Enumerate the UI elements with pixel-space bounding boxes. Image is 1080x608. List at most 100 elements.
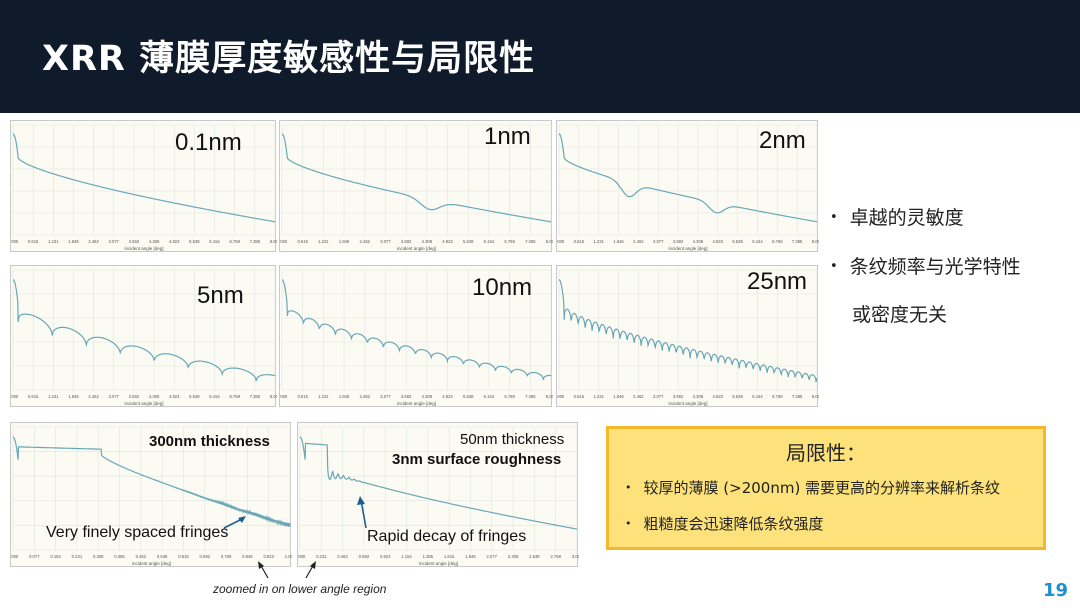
tick-label: 4.923	[442, 394, 453, 399]
tick-label: 0.000	[11, 394, 19, 399]
tick-label: 6.154	[484, 239, 495, 244]
reflectivity-curve	[281, 279, 552, 381]
tick-label: 1.846	[339, 239, 350, 244]
tick-label: 6.769	[229, 239, 240, 244]
bullet-text: 或密度无关	[852, 304, 948, 326]
plot-svg: 0.000 0.615 1.231 1.846 2.462 3.077 3.692 4.308…	[280, 124, 553, 251]
tick-label: 1.231	[48, 394, 59, 399]
tick-label: 1.846	[68, 239, 79, 244]
tick-label: 3.692	[401, 239, 412, 244]
limitations-title: 局限性：	[786, 441, 866, 465]
tick-label: 7.385	[792, 394, 803, 399]
tick-label: 6.154	[752, 394, 763, 399]
plot-panel-0p1nm: 0.000 0.615 1.231 1.846 2.462 3.077 3.692 4.308…	[10, 120, 277, 252]
tick-label: 0.923	[380, 554, 391, 559]
tick-label: 0.615	[28, 239, 39, 244]
tick-label: 4.308	[693, 239, 704, 244]
tick-label: 0.154	[50, 554, 61, 559]
axis-label: incident angle [deg]	[124, 246, 163, 251]
reflectivity-curve	[558, 133, 818, 223]
axis-label: incident angle [deg]	[397, 246, 436, 251]
zoom-note: zoomed in on lower angle region	[213, 582, 387, 596]
tick-label: 1.154	[401, 554, 412, 559]
plot-panel-300nm: 0.000 0.077 0.154 0.231 0.308 0.385 0.462 0.538…	[10, 422, 292, 567]
tick-label: 1.846	[613, 239, 624, 244]
tick-label: 0.000	[557, 239, 565, 244]
tick-label: 0.000	[298, 554, 306, 559]
tick-label: 0.385	[114, 554, 125, 559]
arrow-icon	[305, 561, 316, 579]
tick-label: 0.000	[11, 239, 19, 244]
tick-label: 6.769	[504, 239, 515, 244]
tick-label: 8.000	[270, 394, 277, 399]
tick-label: 1.615	[444, 554, 455, 559]
plot-panel-1nm: 0.000 0.615 1.231 1.846 2.462 3.077 3.692 4.308…	[279, 120, 553, 252]
tick-label: 0.615	[297, 239, 308, 244]
tick-label: 8.000	[812, 394, 819, 399]
tick-label: 2.462	[633, 239, 644, 244]
reflectivity-curve	[281, 133, 552, 223]
plot-panel-5nm: 0.000 0.615 1.231 1.846 2.462 3.077 3.692 4.308…	[10, 265, 277, 407]
roughness-label: 3nm surface roughness	[392, 451, 562, 468]
arrow-icon	[258, 561, 269, 579]
bullet-text: 卓越的灵敏度	[849, 207, 964, 229]
tick-label: 0.615	[178, 554, 189, 559]
tick-label: 0.615	[297, 394, 308, 399]
tick-label: 0.077	[29, 554, 40, 559]
tick-label: 1.846	[68, 394, 79, 399]
plot-svg: 0.000 0.615 1.231 1.846 2.462 3.077 3.692 4.308…	[557, 269, 819, 406]
tick-label: 3.692	[673, 394, 684, 399]
tick-label: 7.385	[250, 394, 261, 399]
limitation-item: • 较厚的薄膜 (>200nm) 需要更高的分辨率来解析条纹	[625, 479, 1001, 497]
tick-label: 6.154	[752, 239, 763, 244]
tick-label: 2.462	[88, 394, 99, 399]
tick-label: 4.308	[149, 239, 160, 244]
tick-label: 1.231	[318, 239, 329, 244]
reflectivity-curve	[12, 133, 276, 223]
tick-label: 0.615	[28, 394, 39, 399]
tick-label: 1.846	[613, 394, 624, 399]
thickness-label: 10nm	[472, 274, 533, 301]
tick-label: 0.846	[242, 554, 253, 559]
tick-label: 8.000	[546, 394, 553, 399]
tick-label: 0.000	[557, 394, 565, 399]
tick-label: 0.615	[574, 394, 585, 399]
tick-label: 1.000	[285, 554, 292, 559]
tick-label: 6.769	[229, 394, 240, 399]
tick-label: 2.462	[360, 394, 371, 399]
tick-label: 7.385	[525, 239, 536, 244]
tick-label: 0.000	[280, 394, 288, 399]
tick-label: 3.000	[572, 554, 579, 559]
tick-label: 1.231	[48, 239, 59, 244]
header-bar: XRR 薄膜厚度敏感性与局限性	[0, 0, 1080, 113]
tick-label: 1.231	[593, 394, 604, 399]
tick-label: 3.077	[109, 239, 120, 244]
fine-fringes-note: Very finely spaced fringes	[46, 524, 229, 541]
tick-label: 1.385	[423, 554, 434, 559]
page-number: 19	[1042, 580, 1068, 601]
thickness-label: 2nm	[759, 127, 806, 154]
tick-label: 0.692	[359, 554, 370, 559]
tick-label: 4.923	[442, 239, 453, 244]
tick-label: 5.538	[189, 394, 200, 399]
tick-label: 5.538	[189, 239, 200, 244]
tick-label: 1.846	[339, 394, 350, 399]
thickness-label: 50nm thickness	[460, 431, 565, 448]
plot-panel-50nm-rough: 0.000 0.231 0.462 0.692 0.923 1.154 1.385 1.615…	[297, 422, 579, 567]
tick-label: 6.769	[772, 394, 783, 399]
tick-label: 5.538	[732, 239, 743, 244]
thickness-label: 300nm thickness	[149, 433, 270, 450]
tick-label: 6.154	[484, 394, 495, 399]
tick-label: 4.923	[713, 394, 724, 399]
plot-svg: 0.000 0.615 1.231 1.846 2.462 3.077 3.692 4.308…	[11, 124, 277, 251]
tick-label: 0.000	[11, 554, 19, 559]
tick-label: 1.846	[465, 554, 476, 559]
bullet-text: 条纹频率与光学特性	[849, 256, 1021, 278]
plot-svg: 0.000 0.615 1.231 1.846 2.462 3.077 3.692 4.308…	[280, 269, 553, 406]
axis-label: incident angle [deg]	[132, 561, 171, 566]
limitation-text: 粗糙度会迅速降低条纹强度	[643, 515, 824, 533]
tick-label: 3.692	[673, 239, 684, 244]
tick-label: 6.154	[209, 394, 220, 399]
tick-label: 7.385	[792, 239, 803, 244]
tick-label: 0.769	[221, 554, 232, 559]
